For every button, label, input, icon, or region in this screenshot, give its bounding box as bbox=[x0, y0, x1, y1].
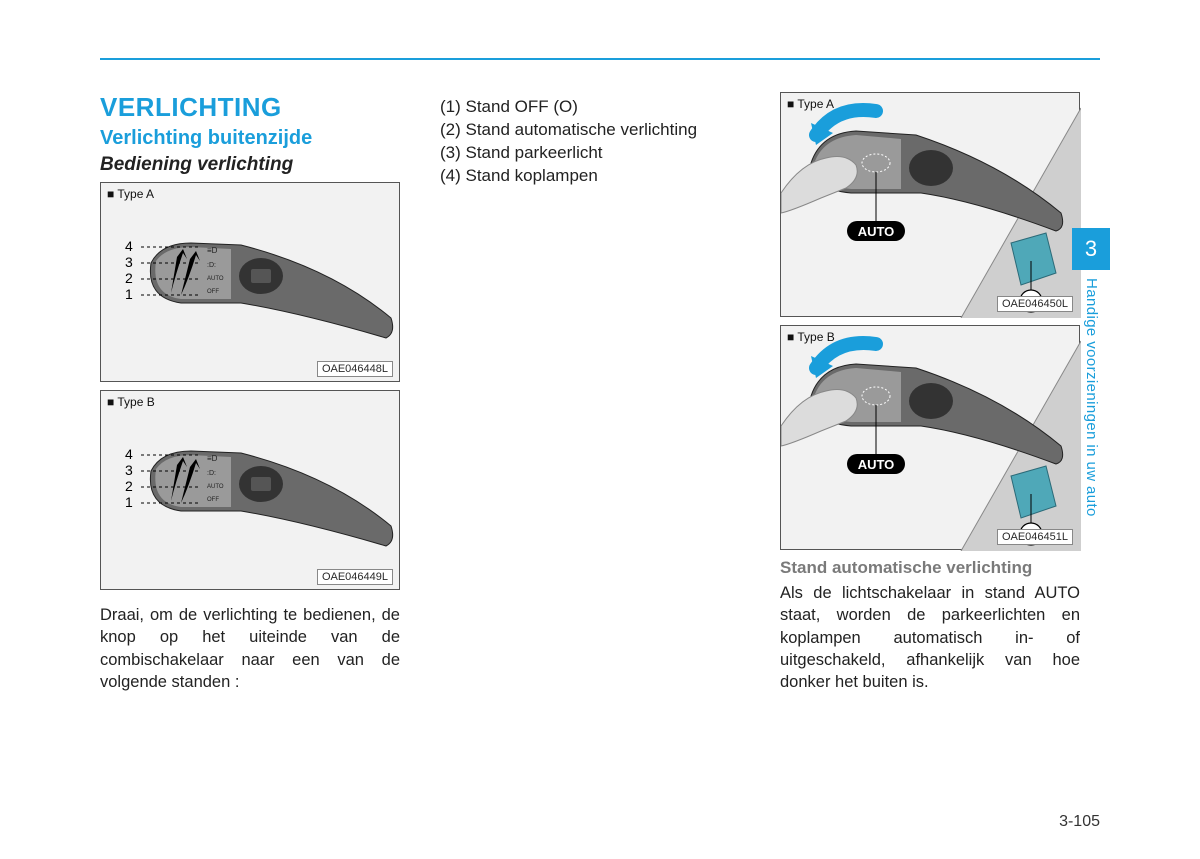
list-item: (4) Stand koplampen bbox=[440, 165, 740, 188]
svg-text:3: 3 bbox=[125, 254, 133, 270]
figure-col1-a: ■ Type A 4 3 2 1 ≡ bbox=[100, 182, 400, 382]
list-item: (3) Stand parkeerlicht bbox=[440, 142, 740, 165]
chapter-label: Handige voorzieningen in uw auto bbox=[1083, 278, 1100, 517]
stalk-diagram-icon: 4 3 2 1 ≡D :D: AUTO OFF bbox=[101, 391, 401, 591]
top-rule bbox=[100, 58, 1100, 60]
figure-col3-b: ■ Type B AUTO 1 OAE046451L bbox=[780, 325, 1080, 550]
col3-paragraph: Als de lichtschakelaar in stand AUTO sta… bbox=[780, 582, 1080, 693]
chapter-tab: 3 bbox=[1072, 228, 1110, 270]
column-3: ■ Type A AUTO bbox=[780, 92, 1080, 693]
subtitle-blue: Verlichting buitenzijde bbox=[100, 127, 400, 150]
figure-code: OAE046450L bbox=[997, 296, 1073, 312]
svg-text:3: 3 bbox=[125, 462, 133, 478]
svg-text:2: 2 bbox=[125, 270, 133, 286]
column-2: (1) Stand OFF (O) (2) Stand automatische… bbox=[440, 92, 740, 693]
auto-badge-label: AUTO bbox=[858, 457, 895, 472]
svg-text:≡D: ≡D bbox=[207, 246, 218, 255]
stalk-auto-diagram-icon: AUTO 1 bbox=[781, 326, 1081, 551]
figure-code: OAE046451L bbox=[997, 529, 1073, 545]
svg-text:AUTO: AUTO bbox=[207, 484, 224, 490]
auto-badge-label: AUTO bbox=[858, 224, 895, 239]
svg-text:1: 1 bbox=[125, 494, 133, 510]
page-title: VERLICHTING bbox=[100, 92, 400, 123]
list-item: (1) Stand OFF (O) bbox=[440, 96, 740, 119]
column-1: VERLICHTING Verlichting buitenzijde Bedi… bbox=[100, 92, 400, 693]
svg-text:2: 2 bbox=[125, 478, 133, 494]
svg-text:≡D: ≡D bbox=[207, 454, 218, 463]
svg-text:4: 4 bbox=[125, 446, 133, 462]
page-number: 3-105 bbox=[1059, 813, 1100, 831]
svg-text:OFF: OFF bbox=[207, 289, 219, 295]
svg-text::D:: :D: bbox=[207, 470, 216, 477]
list-item: (2) Stand automatische verlichting bbox=[440, 119, 740, 142]
stalk-auto-diagram-icon: AUTO 1 bbox=[781, 93, 1081, 318]
subtitle-italic: Bediening verlichting bbox=[100, 154, 400, 176]
chapter-number: 3 bbox=[1085, 236, 1097, 262]
svg-text:4: 4 bbox=[125, 238, 133, 254]
svg-text:OFF: OFF bbox=[207, 497, 219, 503]
figure-col1-b: ■ Type B 4 3 2 1 ≡D :D: AUTO OFF bbox=[100, 390, 400, 590]
figure-code: OAE046448L bbox=[317, 361, 393, 377]
svg-text:AUTO: AUTO bbox=[207, 276, 224, 282]
figure-col3-a: ■ Type A AUTO bbox=[780, 92, 1080, 317]
svg-text::D:: :D: bbox=[207, 262, 216, 269]
col3-heading: Stand automatische verlichting bbox=[780, 558, 1080, 578]
figure-code: OAE046449L bbox=[317, 569, 393, 585]
svg-text:1: 1 bbox=[125, 286, 133, 302]
stalk-diagram-icon: 4 3 2 1 ≡D :D: AUTO OFF bbox=[101, 183, 401, 383]
col1-paragraph: Draai, om de verlichting te bedienen, de… bbox=[100, 604, 400, 693]
page-content: VERLICHTING Verlichting buitenzijde Bedi… bbox=[100, 92, 1100, 693]
